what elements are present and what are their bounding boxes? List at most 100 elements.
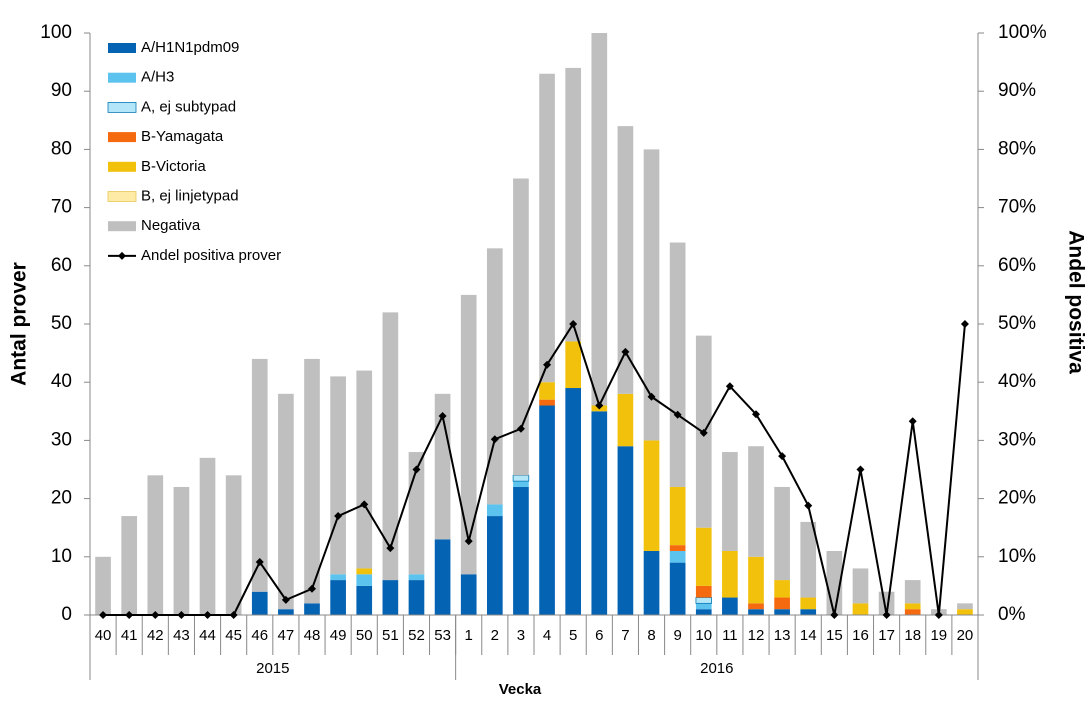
bar-segment xyxy=(356,574,373,586)
x-tick-label: 14 xyxy=(800,627,817,644)
bar-segment xyxy=(957,603,973,610)
line-marker xyxy=(516,424,525,433)
line-marker xyxy=(177,611,186,619)
y2-tick-label: 60% xyxy=(998,255,1036,276)
legend-label: B-Victoria xyxy=(141,158,206,175)
bar-segment xyxy=(565,67,582,342)
bar-segment xyxy=(669,562,686,615)
y-axis-title: Antal prover xyxy=(8,262,31,386)
bar-segment xyxy=(486,504,503,517)
bar-segment xyxy=(617,126,634,394)
line-marker xyxy=(334,512,343,521)
line-marker xyxy=(934,611,943,619)
legend-label: B, ej linjetypad xyxy=(141,187,239,204)
bar-segment xyxy=(251,591,268,615)
y2-tick-label: 40% xyxy=(998,371,1036,392)
bar-segment xyxy=(774,597,790,610)
x-tick-label: 47 xyxy=(278,627,295,644)
bar-segment xyxy=(382,312,399,581)
bar-segment xyxy=(408,580,425,615)
x-tick-label: 48 xyxy=(304,627,321,644)
y2-tick-label: 50% xyxy=(998,313,1036,334)
bar-segment xyxy=(695,527,712,586)
bar-segment xyxy=(748,603,764,610)
x-tick-label: 18 xyxy=(904,627,921,644)
group-label: 2016 xyxy=(700,660,733,677)
bar-segment xyxy=(904,609,921,615)
legend-swatch xyxy=(108,72,136,83)
legend-swatch xyxy=(107,102,137,113)
bar-segment xyxy=(330,574,346,581)
bar-segment xyxy=(852,568,869,604)
bar-segment xyxy=(565,388,582,615)
line-marker xyxy=(725,382,734,391)
x-tick-label: 50 xyxy=(356,627,373,644)
bar-segment xyxy=(695,609,712,615)
line-marker xyxy=(621,347,630,356)
bar-segment xyxy=(852,603,869,615)
bar-segment xyxy=(513,178,529,476)
bar-segment xyxy=(225,475,242,615)
bar-segment xyxy=(591,33,608,406)
bar-segment xyxy=(460,574,477,615)
bar-segment xyxy=(565,341,582,389)
bar-segment xyxy=(330,580,346,615)
line-marker xyxy=(412,465,421,474)
bar-segment xyxy=(539,73,555,383)
x-tick-label: 20 xyxy=(957,627,974,644)
line-marker xyxy=(229,611,238,619)
bar-segment xyxy=(643,149,660,441)
group-label: 2015 xyxy=(256,660,289,677)
x-tick-label: 7 xyxy=(621,627,629,644)
y-tick-label: 10 xyxy=(51,546,72,567)
y2-tick-label: 70% xyxy=(998,197,1036,218)
line-marker xyxy=(125,611,134,619)
bar-segment xyxy=(722,550,738,598)
bar-segment xyxy=(539,405,555,615)
legend-swatch xyxy=(108,161,136,172)
line-marker xyxy=(569,320,578,328)
x-tick-label: 53 xyxy=(434,627,451,644)
line-marker xyxy=(360,500,369,509)
x-tick-label: 40 xyxy=(95,627,112,644)
line-marker xyxy=(281,595,290,604)
line-marker xyxy=(856,465,865,474)
line-marker xyxy=(151,611,160,619)
bar-segment xyxy=(800,597,817,610)
line-marker xyxy=(699,428,708,437)
bar-segment xyxy=(722,452,738,551)
bar-segment xyxy=(486,516,503,615)
bar-segment xyxy=(539,382,555,400)
bar-segment xyxy=(147,475,164,615)
y-tick-label: 50 xyxy=(51,313,72,334)
line-marker xyxy=(308,584,316,593)
legend-label: Negativa xyxy=(141,217,201,234)
x-tick-label: 13 xyxy=(774,627,791,644)
bar-segment xyxy=(460,294,477,575)
bar-segment xyxy=(356,370,373,569)
bar-segment xyxy=(669,545,686,551)
y2-tick-label: 100% xyxy=(998,22,1047,43)
x-tick-label: 1 xyxy=(465,627,473,644)
line-marker xyxy=(960,320,969,328)
line-marker xyxy=(464,537,473,546)
bar-segment xyxy=(669,486,686,546)
bar-segment xyxy=(251,358,268,592)
legend-label: A/H3 xyxy=(141,69,174,86)
bar-segment xyxy=(748,446,764,557)
bar-segment xyxy=(617,393,634,447)
bar-segment xyxy=(382,580,399,615)
legend-swatch xyxy=(107,191,137,202)
bar-segment xyxy=(695,597,712,604)
legend-label: Andel positiva prover xyxy=(141,247,281,264)
line-marker xyxy=(804,501,813,510)
y-tick-label: 70 xyxy=(51,197,72,218)
x-tick-label: 46 xyxy=(251,627,268,644)
bar-segment xyxy=(695,585,712,598)
x-tick-label: 6 xyxy=(595,627,603,644)
y2-tick-label: 80% xyxy=(998,138,1036,159)
legend-swatch xyxy=(118,251,126,260)
x-tick-label: 2 xyxy=(491,627,499,644)
line-marker xyxy=(543,360,552,369)
x-tick-label: 8 xyxy=(647,627,655,644)
